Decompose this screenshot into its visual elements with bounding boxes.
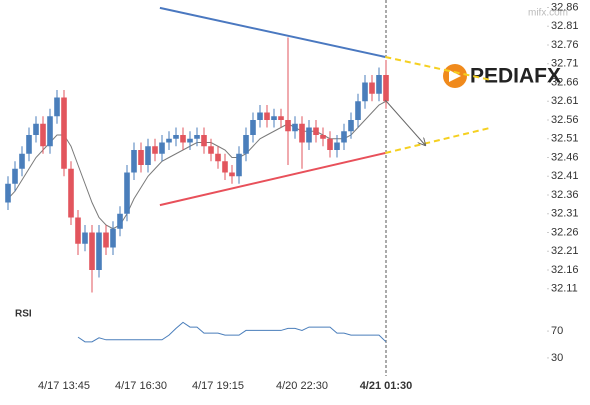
y-tick-label: 32.36	[551, 189, 579, 201]
candle-body	[369, 82, 375, 94]
candle-body	[173, 135, 179, 139]
candle-body	[75, 217, 81, 244]
y-tick-label: 32.56	[551, 114, 579, 126]
candle-body	[285, 120, 291, 132]
candle-body	[236, 153, 242, 177]
candle-body	[5, 183, 11, 203]
candle-body	[145, 146, 151, 165]
candle-body	[278, 116, 284, 120]
rsi-tick-label: 30	[551, 352, 563, 364]
candle-body	[12, 168, 18, 184]
candle-body	[96, 232, 102, 270]
trendline	[159, 6, 386, 58]
candle-body	[383, 75, 389, 102]
x-tick-label: 4/20 22:30	[276, 380, 328, 392]
x-tick-label: 4/21 01:30	[360, 380, 413, 392]
candle-body	[82, 232, 88, 244]
candle-body	[229, 172, 235, 177]
candle-body	[194, 135, 200, 139]
candle-body	[54, 97, 60, 117]
logo: PEDIAFX	[470, 65, 561, 88]
y-tick-label: 32.46	[551, 151, 579, 163]
candle-body	[355, 101, 361, 120]
y-tick-label: 32.61	[551, 95, 579, 107]
candle-body	[187, 138, 193, 143]
y-tick-label: 32.81	[551, 20, 579, 32]
y-tick-label: 32.26	[551, 226, 579, 238]
candle-body	[117, 213, 123, 229]
y-tick-label: 32.66	[551, 76, 579, 88]
candle-body	[250, 120, 256, 135]
site-watermark: mifx.com	[528, 8, 568, 19]
y-tick-label: 32.86	[551, 1, 579, 13]
candle-body	[271, 116, 277, 120]
candle-body	[180, 135, 186, 143]
candle-body	[306, 127, 312, 143]
candle-body	[124, 172, 130, 214]
x-tick-label: 4/17 16:30	[115, 380, 167, 392]
candle-body	[26, 135, 32, 154]
candle-body	[68, 168, 74, 218]
rsi-title: RSI	[15, 309, 32, 320]
candle-body	[208, 146, 214, 154]
projection	[385, 126, 491, 154]
logo-icon-mark	[449, 70, 461, 82]
candle-body	[362, 82, 368, 102]
candle-body	[33, 123, 39, 135]
candle-body	[334, 142, 340, 150]
candle-body	[348, 120, 354, 132]
x-tick-label: 4/17 13:45	[38, 380, 90, 392]
x-tick-label: 4/17 19:15	[192, 380, 244, 392]
trendline	[159, 152, 386, 207]
candle-body	[166, 138, 172, 143]
candle-body	[152, 146, 158, 154]
y-tick-label: 32.21	[551, 245, 579, 257]
candle-body	[299, 123, 305, 143]
y-tick-label: 32.76	[551, 39, 579, 51]
candle-body	[103, 232, 109, 248]
candle-body	[159, 142, 165, 154]
candle-body	[292, 123, 298, 132]
candle-body	[313, 127, 319, 135]
rsi-tick-label: 70	[551, 325, 563, 337]
y-tick-label: 32.16	[551, 264, 579, 276]
projection	[385, 56, 491, 81]
candle-body	[138, 150, 144, 165]
candle-body	[264, 112, 270, 120]
y-tick-label: 32.31	[551, 208, 579, 220]
candle-body	[320, 135, 326, 139]
candle-body	[19, 153, 25, 169]
rsi-line	[77, 321, 387, 343]
candle-body	[89, 232, 95, 270]
candle-body	[341, 131, 347, 143]
candle-body	[327, 138, 333, 150]
y-tick-label: 32.51	[551, 133, 579, 145]
candle-body	[215, 153, 221, 162]
candle-body	[110, 228, 116, 248]
candle-body	[222, 161, 228, 173]
y-tick-label: 32.41	[551, 170, 579, 182]
candle-body	[40, 123, 46, 147]
candle-body	[131, 150, 137, 173]
y-tick-label: 32.71	[551, 58, 579, 70]
candle-body	[201, 135, 207, 147]
candle-body	[47, 116, 53, 147]
candle-body	[61, 97, 67, 169]
candle-body	[376, 75, 382, 94]
candle-body	[243, 135, 249, 154]
candle-body	[257, 112, 263, 120]
y-tick-label: 32.11	[551, 283, 578, 295]
arrow	[384, 99, 425, 145]
